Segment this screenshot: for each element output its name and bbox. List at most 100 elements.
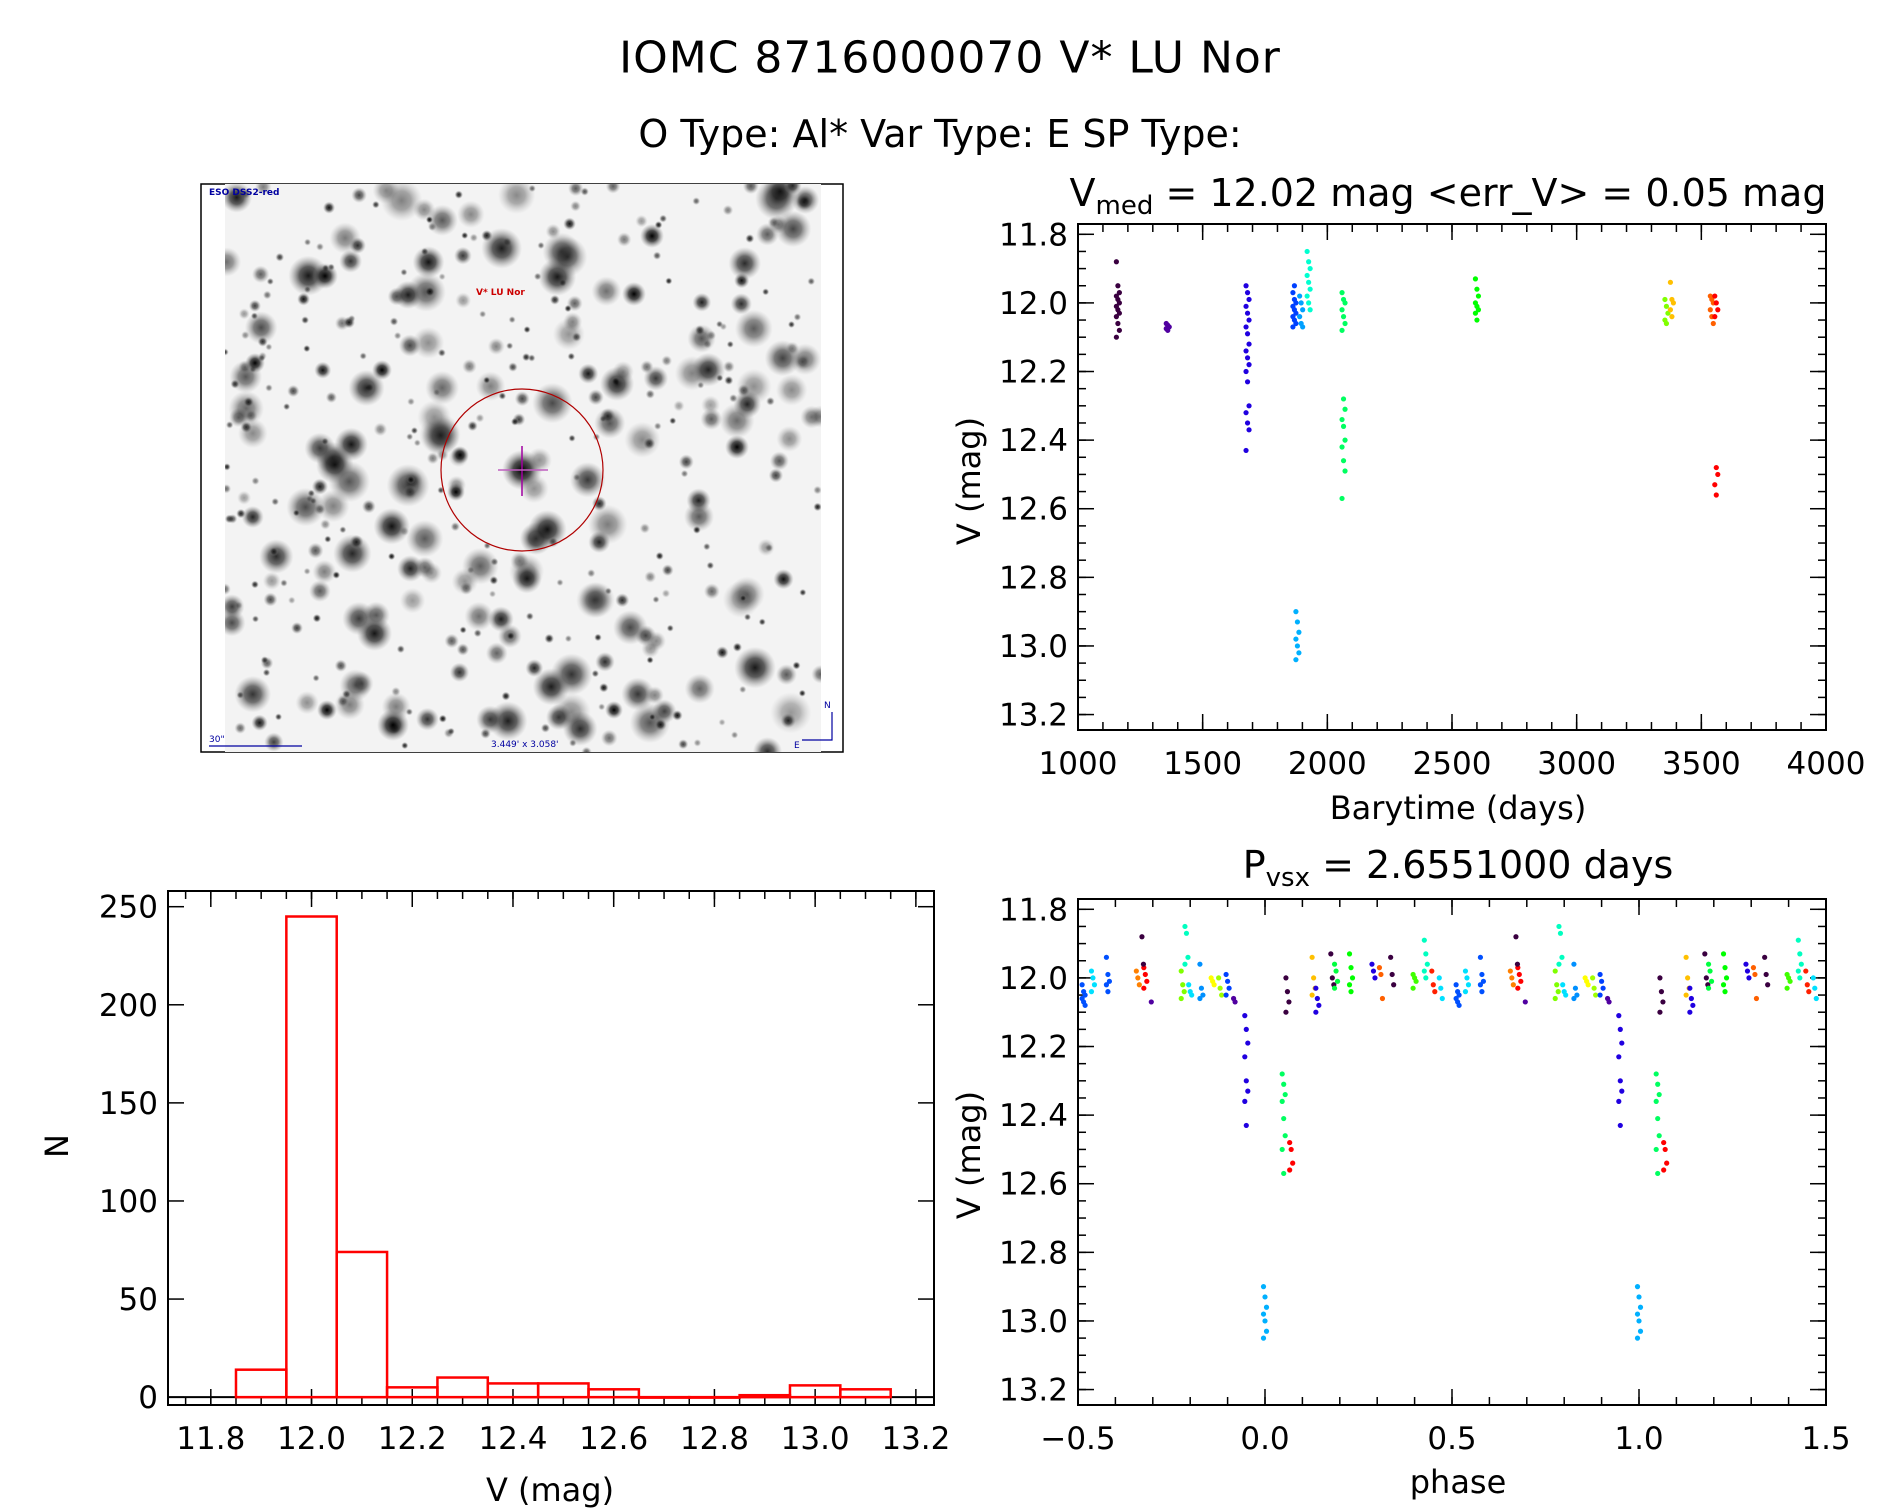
star [621,677,655,711]
east-label: E [794,741,800,751]
title-sub: med [1095,191,1154,221]
histogram-bar [587,1388,641,1399]
data-point [1634,1284,1641,1290]
star [752,736,783,752]
star [286,487,325,527]
data-point [1079,982,1085,988]
data-point [1185,954,1191,960]
data-point [1430,982,1436,988]
star [739,594,747,602]
title-sub: vsx [1265,863,1310,893]
x-tick-label: 1500 [1163,746,1242,782]
data-point [1810,975,1816,981]
data-point [1197,995,1203,1002]
data-point [1140,961,1147,967]
star [770,692,812,734]
star [706,561,715,570]
y-tick-label: 50 [119,1282,158,1318]
star [238,308,250,320]
star [312,613,322,623]
star [737,384,751,397]
data-point [1142,971,1148,978]
star [309,497,317,505]
star [549,294,560,305]
star [295,690,319,715]
star [280,579,288,587]
data-point [1369,961,1375,967]
star [605,184,621,194]
star [485,642,508,665]
data-point [1348,965,1354,971]
star [551,692,591,732]
data-point [1617,1122,1623,1129]
star [244,409,258,423]
data-point [1182,923,1188,930]
star [508,316,516,324]
star [424,286,436,298]
star [600,729,618,747]
star [406,433,414,441]
y-tick-label: 12.0 [999,961,1068,997]
data-point [1243,1078,1249,1084]
star [757,538,775,557]
star [813,485,821,495]
star [393,280,423,310]
data-point [1514,961,1521,967]
star [715,646,729,659]
star [255,184,272,196]
data-point [1287,1167,1293,1173]
data-point [1474,317,1480,323]
star [669,417,677,425]
histogram-bar [436,1376,490,1399]
data-point [1563,992,1569,998]
star [615,593,630,608]
star [809,405,821,428]
star [262,571,281,590]
data-point [1342,468,1348,474]
star [548,536,559,547]
star [719,322,728,331]
histogram-bar [637,1395,691,1399]
star [564,304,572,313]
star [640,360,654,374]
star [251,615,260,623]
data-point [1429,968,1435,974]
star [287,384,300,398]
star [654,718,667,731]
star [587,504,628,545]
star [475,371,506,402]
star [501,691,511,701]
star [372,184,400,204]
star [661,564,674,577]
star [287,596,296,605]
data-point [1720,982,1727,988]
data-point [1723,975,1730,981]
x-tick-label: 13.0 [781,1421,850,1457]
data-point [1657,975,1663,981]
data-point [1082,992,1088,998]
star [454,190,464,199]
data-point [1243,348,1249,354]
star [773,569,794,590]
data-point [1225,978,1231,984]
data-point [1342,320,1348,327]
data-point [1223,992,1229,998]
star [315,242,325,251]
data-point [1658,989,1665,995]
star [225,421,234,429]
star [225,583,231,595]
data-point [1348,989,1354,995]
title-p: P [1242,843,1266,887]
star [421,416,460,455]
data-point [1091,982,1098,988]
star [412,246,445,278]
star [275,252,285,262]
star [726,340,734,348]
data-point [1653,1098,1659,1104]
star [351,187,367,203]
star [719,403,755,439]
y-tick-label: 13.0 [999,629,1068,665]
star [700,408,723,431]
star [616,232,632,247]
data-point [1556,923,1562,930]
